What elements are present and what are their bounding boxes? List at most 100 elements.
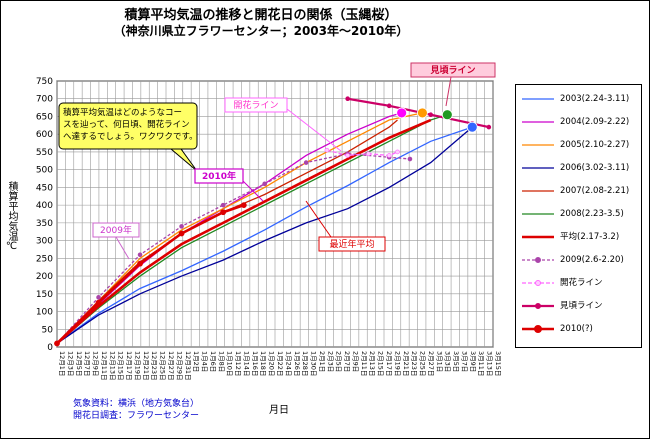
- callout-question-line: へ達するでしょう。ワクワクです。: [63, 131, 198, 142]
- x-tick-label: 12月1日: [58, 351, 66, 376]
- x-tick-label: 2月9日: [351, 351, 359, 372]
- legend-swatch: [522, 257, 554, 263]
- y-axis-label: 積算平均気温℃: [6, 181, 17, 252]
- x-tick-label: 12月9日: [92, 351, 100, 376]
- x-tick-label: 3月7日: [460, 351, 468, 372]
- legend-item: 平均(2.17-3.2): [520, 231, 638, 243]
- y-tick-label: 250: [36, 254, 53, 264]
- legend-item: 2003(2.24-3.11): [520, 93, 638, 105]
- data-point: [137, 260, 143, 267]
- x-tick-label: 12月23日: [150, 351, 158, 381]
- legend-item: 2006(3.02-3.11): [520, 162, 638, 174]
- legend-swatch: [522, 98, 554, 100]
- legend-item: 2010(?): [520, 323, 638, 335]
- legend-label: 2008(2.23-3.5): [560, 209, 624, 219]
- x-tick-label: 2月25日: [419, 351, 427, 376]
- data-point: [395, 149, 400, 155]
- x-tick-label: 3月3日: [444, 351, 452, 372]
- data-point: [345, 96, 350, 102]
- callout-pointer: [286, 108, 342, 152]
- data-point: [486, 124, 492, 130]
- x-tick-label: 1月8日: [217, 351, 225, 372]
- x-tick-label: 12月25日: [159, 351, 167, 381]
- y-tick-label: 50: [42, 325, 54, 335]
- x-tick-label: 12月17日: [125, 351, 133, 381]
- x-tick-label: 2月17日: [385, 351, 393, 376]
- legend-swatch: [522, 167, 554, 169]
- series-line: [56, 118, 432, 345]
- x-tick-label: 1月26日: [293, 351, 301, 376]
- series-line: [56, 112, 423, 344]
- legend-item: 2008(2.23-3.5): [520, 208, 638, 220]
- callout-2009: 2009年: [100, 224, 132, 236]
- x-tick-label: 12月29日: [175, 351, 183, 381]
- bloom-marker: [441, 109, 453, 121]
- callout-pointer: [242, 180, 264, 202]
- callout-pointer: [445, 76, 452, 107]
- x-tick-label: 12月31日: [184, 351, 192, 381]
- data-point: [386, 153, 392, 158]
- data-point: [179, 224, 184, 229]
- legend-swatch: [522, 280, 554, 286]
- x-tick-label: 1月22日: [276, 351, 284, 376]
- callout-kaika-box: [224, 97, 288, 113]
- source-weather: 気象資料：横浜（地方気象台）: [73, 399, 200, 409]
- x-tick-label: 3月15日: [494, 351, 502, 376]
- legend-label: 2007(2.08-2.21): [560, 186, 630, 196]
- x-tick-label: 1月28日: [301, 351, 309, 376]
- x-tick-label: 3月11日: [477, 351, 485, 376]
- y-tick-label: 550: [36, 148, 53, 158]
- x-tick-label: 1月6日: [209, 351, 217, 372]
- y-tick-label: 450: [36, 183, 53, 193]
- legend-item: 2004(2.09-2.22): [520, 116, 638, 128]
- y-tick-label: 200: [36, 272, 53, 282]
- x-tick-label: 2月19日: [393, 351, 401, 376]
- legend-label: 2003(2.24-3.11): [560, 94, 630, 104]
- x-tick-label: 12月13日: [108, 351, 116, 381]
- x-tick-label: 1月20日: [268, 351, 276, 376]
- x-tick-label: 12月21日: [142, 351, 150, 381]
- x-tick-label: 2月7日: [343, 351, 351, 372]
- x-tick-label: 1月30日: [310, 351, 318, 376]
- bloom-marker: [417, 107, 428, 119]
- legend-label: 2010(?): [560, 324, 593, 334]
- bloom-marker: [396, 107, 408, 119]
- x-tick-label: 1月12日: [234, 351, 242, 376]
- legend-item: 見頃ライン: [520, 300, 638, 312]
- y-tick-label: 0: [47, 343, 53, 353]
- y-tick-label: 100: [36, 308, 53, 318]
- y-tick-label: 500: [36, 166, 53, 176]
- legend-swatch: [522, 213, 554, 215]
- legend-swatch: [522, 190, 554, 192]
- callout-question-box: [58, 102, 198, 150]
- callout-pointer: [305, 200, 332, 238]
- legend-label: 2009(2.6-2.20): [560, 255, 624, 265]
- x-tick-label: 12月19日: [133, 351, 141, 381]
- data-point: [407, 156, 413, 162]
- callout-question-line: スを辿って、何日頃、開花ライン: [63, 119, 190, 130]
- legend-label: 2006(3.02-3.11): [560, 163, 630, 173]
- x-tick-label: 2月5日: [335, 351, 343, 372]
- x-tick-label: 2月13日: [368, 351, 376, 376]
- x-tick-label: 2月15日: [377, 351, 385, 376]
- data-point: [303, 160, 309, 165]
- callout-mikoro: 見頃ライン: [429, 64, 475, 76]
- bloom-marker: [466, 121, 478, 133]
- x-tick-label: 3月9日: [469, 351, 477, 372]
- x-tick-label: 1月24日: [284, 351, 292, 376]
- legend-swatch: [522, 303, 554, 309]
- x-tick-label: 2月3日: [326, 351, 334, 372]
- x-tick-label: 1月2日: [192, 351, 200, 372]
- x-tick-label: 12月5日: [75, 351, 83, 376]
- x-tick-label: 12月27日: [167, 351, 175, 381]
- chart-subtitle: （神奈川県立フラワーセンター；2003年～2010年）: [113, 24, 409, 38]
- legend-label: 開花ライン: [560, 278, 603, 288]
- data-point: [96, 295, 101, 300]
- x-tick-label: 3月5日: [452, 351, 460, 372]
- legend-swatch: [522, 235, 554, 239]
- x-tick-label: 1月14日: [242, 351, 250, 376]
- data-point: [220, 209, 226, 216]
- x-tick-label: 3月1日: [435, 351, 443, 372]
